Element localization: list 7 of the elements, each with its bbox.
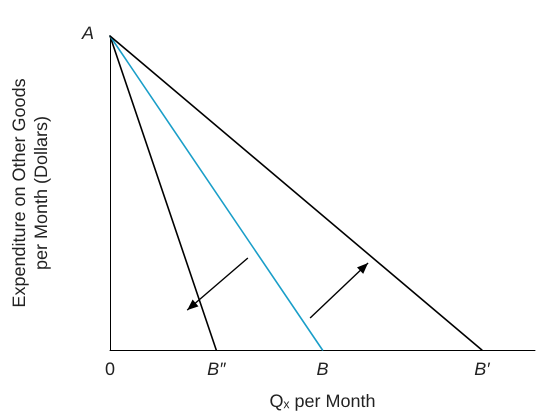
x-axis-title: Qₓ per Month: [270, 391, 376, 411]
annotation: A: [81, 23, 94, 43]
x-tick-label: B″: [207, 359, 226, 379]
x-tick-label: 0: [104, 359, 116, 379]
x-tick-label: B′: [474, 359, 490, 379]
y-axis-title: Expenditure on Other Goods per Month (Dollars): [9, 78, 51, 308]
x-tick-label: B: [316, 359, 329, 379]
